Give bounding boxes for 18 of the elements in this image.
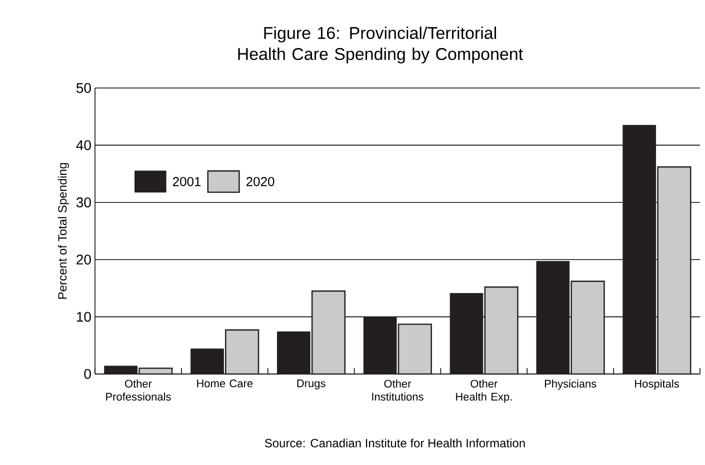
y-tick-label: 10 [76,312,91,322]
x-tick-label: Drugs [297,380,326,390]
chart-title: Figure 16: Provincial/Territorial Health Care Spending by Component [238,26,523,64]
x-tick-label: Other Health Exp. [456,380,512,403]
y-tick-label: 50 [76,83,91,93]
x-tick-label: Other Professionals [106,380,171,401]
x-tick-label: Physicians [544,380,596,390]
y-tick-label: 30 [76,197,91,208]
y-tick-label: 0 [84,369,91,379]
y-axis-title: Percent of Total Spending [58,163,70,299]
legend-label: 2020 [246,177,274,186]
x-tick-label: Home Care [197,380,253,388]
x-tick-label: Hospitals [635,380,679,390]
y-tick-label: 20 [76,254,91,265]
legend-label: 2001 [172,177,201,186]
y-tick-label: 40 [76,140,91,150]
source-note: Source: Canadian Institute for Health Information [264,438,525,448]
x-tick-label: Other Institutions [372,380,424,401]
